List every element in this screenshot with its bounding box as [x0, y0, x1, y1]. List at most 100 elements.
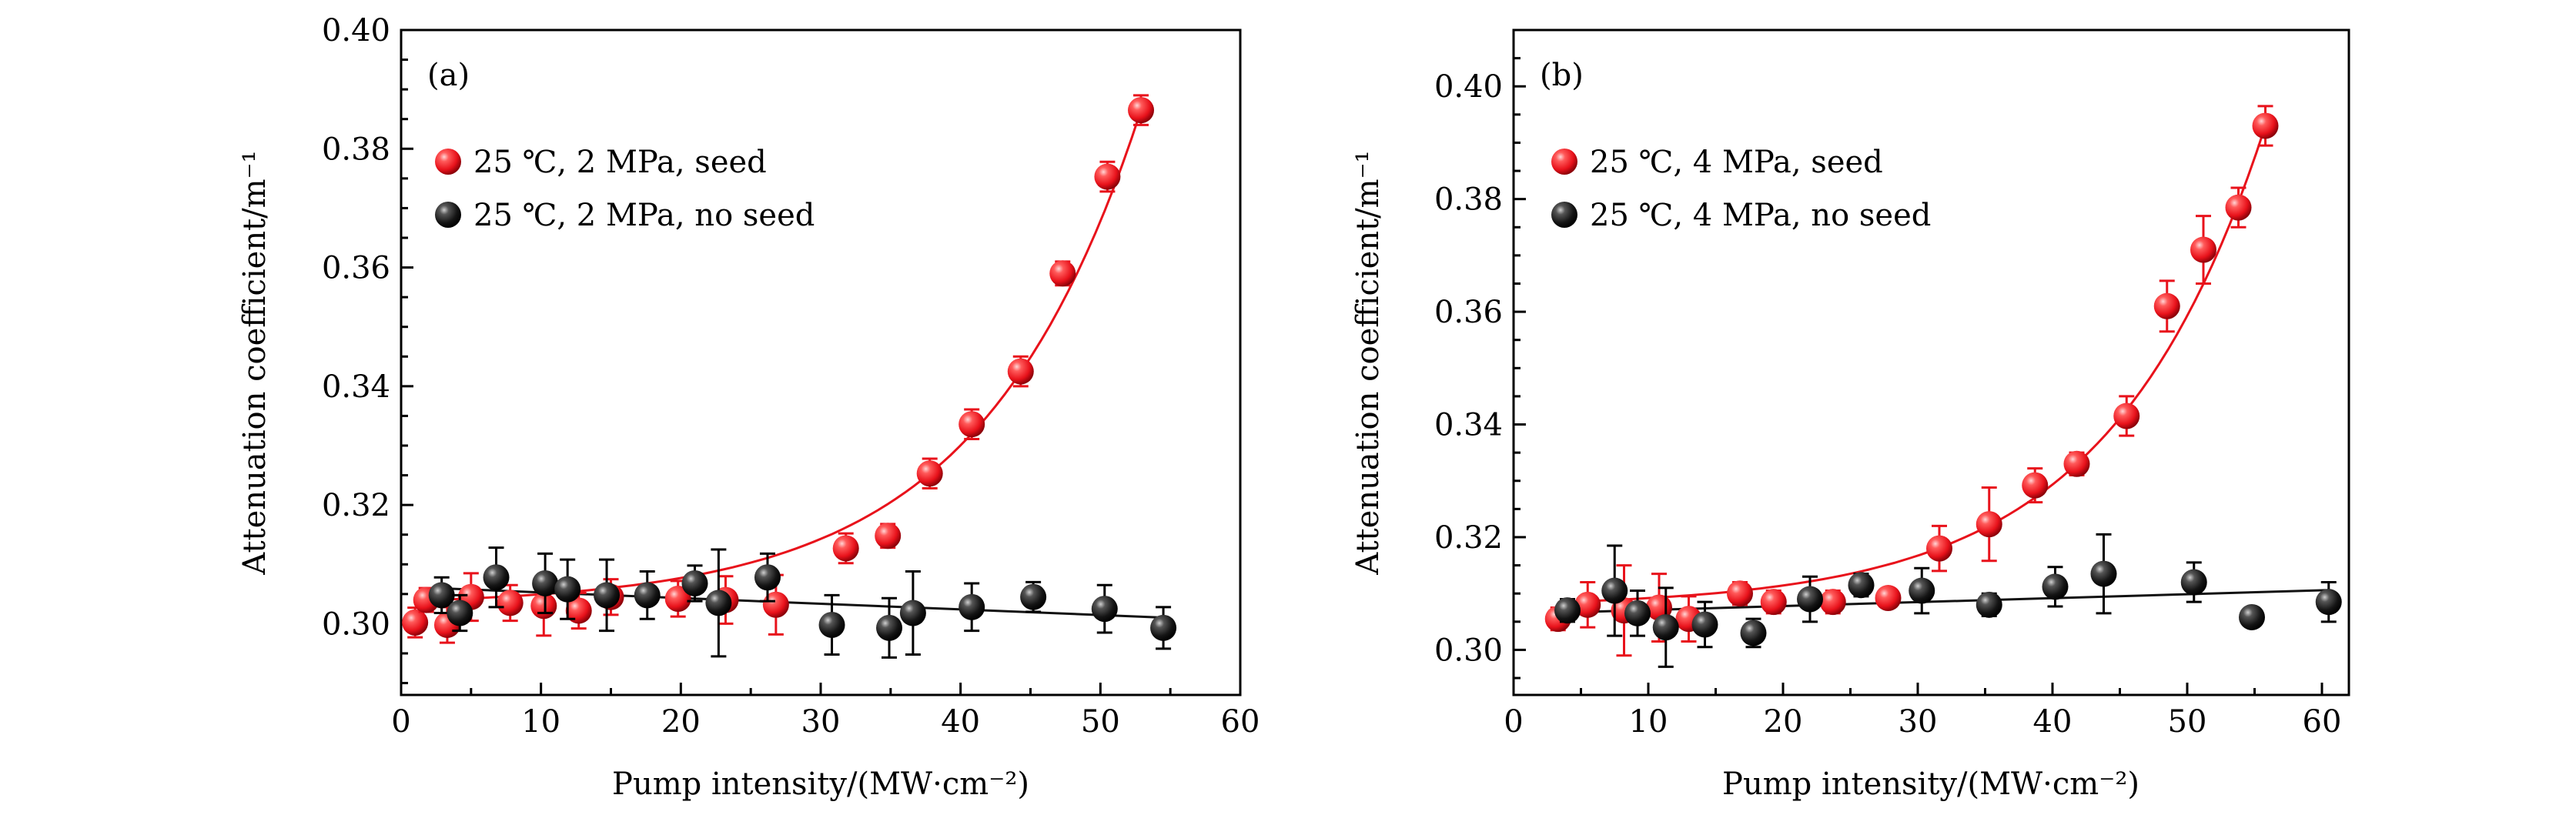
data-point — [483, 546, 510, 609]
data-marker — [1909, 577, 1935, 604]
x-axis-title: Pump intensity/(MW·cm⁻²) — [1722, 767, 2139, 802]
data-point — [497, 583, 524, 623]
data-point — [832, 532, 859, 565]
x-tick-label: 30 — [1899, 704, 1938, 740]
data-point — [2153, 279, 2180, 333]
data-point — [2090, 533, 2117, 615]
data-marker — [832, 535, 859, 562]
data-marks — [402, 94, 1177, 659]
panel-label: (b) — [1540, 58, 1584, 93]
legend-label-seed: 25 ℃, 4 MPa, seed — [1590, 145, 1883, 180]
data-marker — [530, 593, 557, 620]
data-marker — [1691, 611, 1718, 638]
y-axis-ticks: 0.30 0.32 0.34 0.36 0.38 0.40 — [1434, 57, 1526, 680]
data-marker — [2113, 402, 2140, 429]
data-point — [1574, 581, 1601, 629]
x-tick-label: 50 — [1081, 704, 1120, 740]
data-marker — [1652, 614, 1679, 641]
x-tick-label: 20 — [661, 704, 701, 740]
data-point — [958, 408, 985, 441]
data-point — [1049, 260, 1076, 287]
data-marker — [532, 569, 559, 596]
x-axis-ticks: 0 10 20 30 40 50 60 — [1504, 683, 2341, 740]
data-point — [2225, 186, 2252, 229]
fit-line — [1557, 125, 2267, 603]
data-marker — [899, 600, 926, 626]
data-point — [1975, 591, 2002, 618]
data-marker — [594, 582, 621, 609]
data-marker — [402, 609, 429, 636]
y-axis-title: Attenuation coefficient/m⁻¹ — [1350, 150, 1386, 575]
fit-line — [415, 109, 1142, 602]
data-point — [2315, 581, 2342, 623]
x-tick-label: 30 — [801, 704, 841, 740]
data-point — [754, 552, 781, 603]
data-point — [1727, 580, 1753, 607]
data-point — [664, 580, 691, 618]
legend-label-seed: 25 ℃, 2 MPa, seed — [473, 145, 767, 180]
data-marker — [483, 564, 510, 591]
y-tick-label: 0.36 — [322, 251, 390, 286]
data-marks — [1544, 105, 2342, 668]
data-marker — [664, 586, 691, 613]
data-marker — [1819, 589, 1846, 616]
y-tick-label: 0.40 — [1434, 69, 1503, 105]
data-marker — [2239, 603, 2265, 630]
data-point — [1848, 572, 1875, 599]
x-tick-label: 10 — [521, 704, 560, 740]
y-tick-label: 0.40 — [322, 13, 390, 48]
data-marker — [2042, 573, 2069, 600]
x-axis-title: Pump intensity/(MW·cm⁻²) — [612, 767, 1029, 802]
x-tick-label: 40 — [941, 704, 980, 740]
data-point — [1975, 486, 2002, 563]
data-point — [876, 596, 903, 659]
data-marker — [1574, 591, 1601, 618]
legend-item-no-seed: 25 ℃, 2 MPa, no seed — [435, 198, 815, 233]
data-marker — [1554, 597, 1581, 624]
data-marker — [705, 590, 732, 616]
data-marker — [565, 597, 592, 624]
x-tick-label: 50 — [2168, 704, 2207, 740]
data-marker — [1624, 600, 1651, 626]
data-marker — [1128, 97, 1155, 124]
data-point — [554, 558, 581, 620]
y-tick-label: 0.34 — [1434, 408, 1503, 443]
y-tick-label: 0.38 — [1434, 182, 1503, 218]
data-point — [875, 523, 902, 549]
data-marker — [1150, 614, 1177, 641]
data-marker — [1975, 591, 2002, 618]
data-marker — [681, 569, 708, 596]
data-marker — [1740, 620, 1767, 646]
data-marker — [634, 582, 661, 609]
data-point — [1909, 566, 1935, 615]
y-tick-label: 0.32 — [1434, 520, 1503, 556]
data-marker — [2090, 560, 2117, 587]
data-point — [532, 552, 559, 615]
data-marker — [958, 593, 985, 620]
data-marker — [1091, 596, 1118, 623]
data-marker — [958, 411, 985, 438]
legend-item-no-seed: 25 ℃, 4 MPa, no seed — [1551, 198, 1931, 233]
x-tick-label: 0 — [1504, 704, 1523, 740]
legend-marker-seed — [1551, 149, 1577, 175]
data-point — [899, 570, 926, 656]
data-point — [1797, 575, 1823, 623]
data-marker — [876, 614, 903, 641]
data-marker — [2225, 194, 2252, 221]
data-marker — [1020, 583, 1047, 610]
data-marker — [2252, 112, 2279, 139]
data-point — [2063, 450, 2090, 477]
data-point — [1150, 606, 1177, 650]
data-point — [1007, 355, 1034, 388]
data-marker — [1760, 589, 1787, 616]
panel-b: 0 10 20 30 40 50 60 0.30 0.32 0.34 0.36 0.38 0.40 (… — [1350, 28, 2350, 802]
data-marker — [428, 582, 455, 609]
legend-item-seed: 25 ℃, 4 MPa, seed — [1551, 145, 1883, 180]
y-tick-label: 0.38 — [322, 132, 390, 167]
data-marker — [1848, 572, 1875, 599]
y-axis-title: Attenuation coefficient/m⁻¹ — [237, 150, 273, 575]
legend: 25 ℃, 2 MPa, seed 25 ℃, 2 MPa, no seed — [435, 145, 815, 233]
legend-item-seed: 25 ℃, 2 MPa, seed — [435, 145, 767, 180]
panel-label: (a) — [427, 58, 470, 93]
